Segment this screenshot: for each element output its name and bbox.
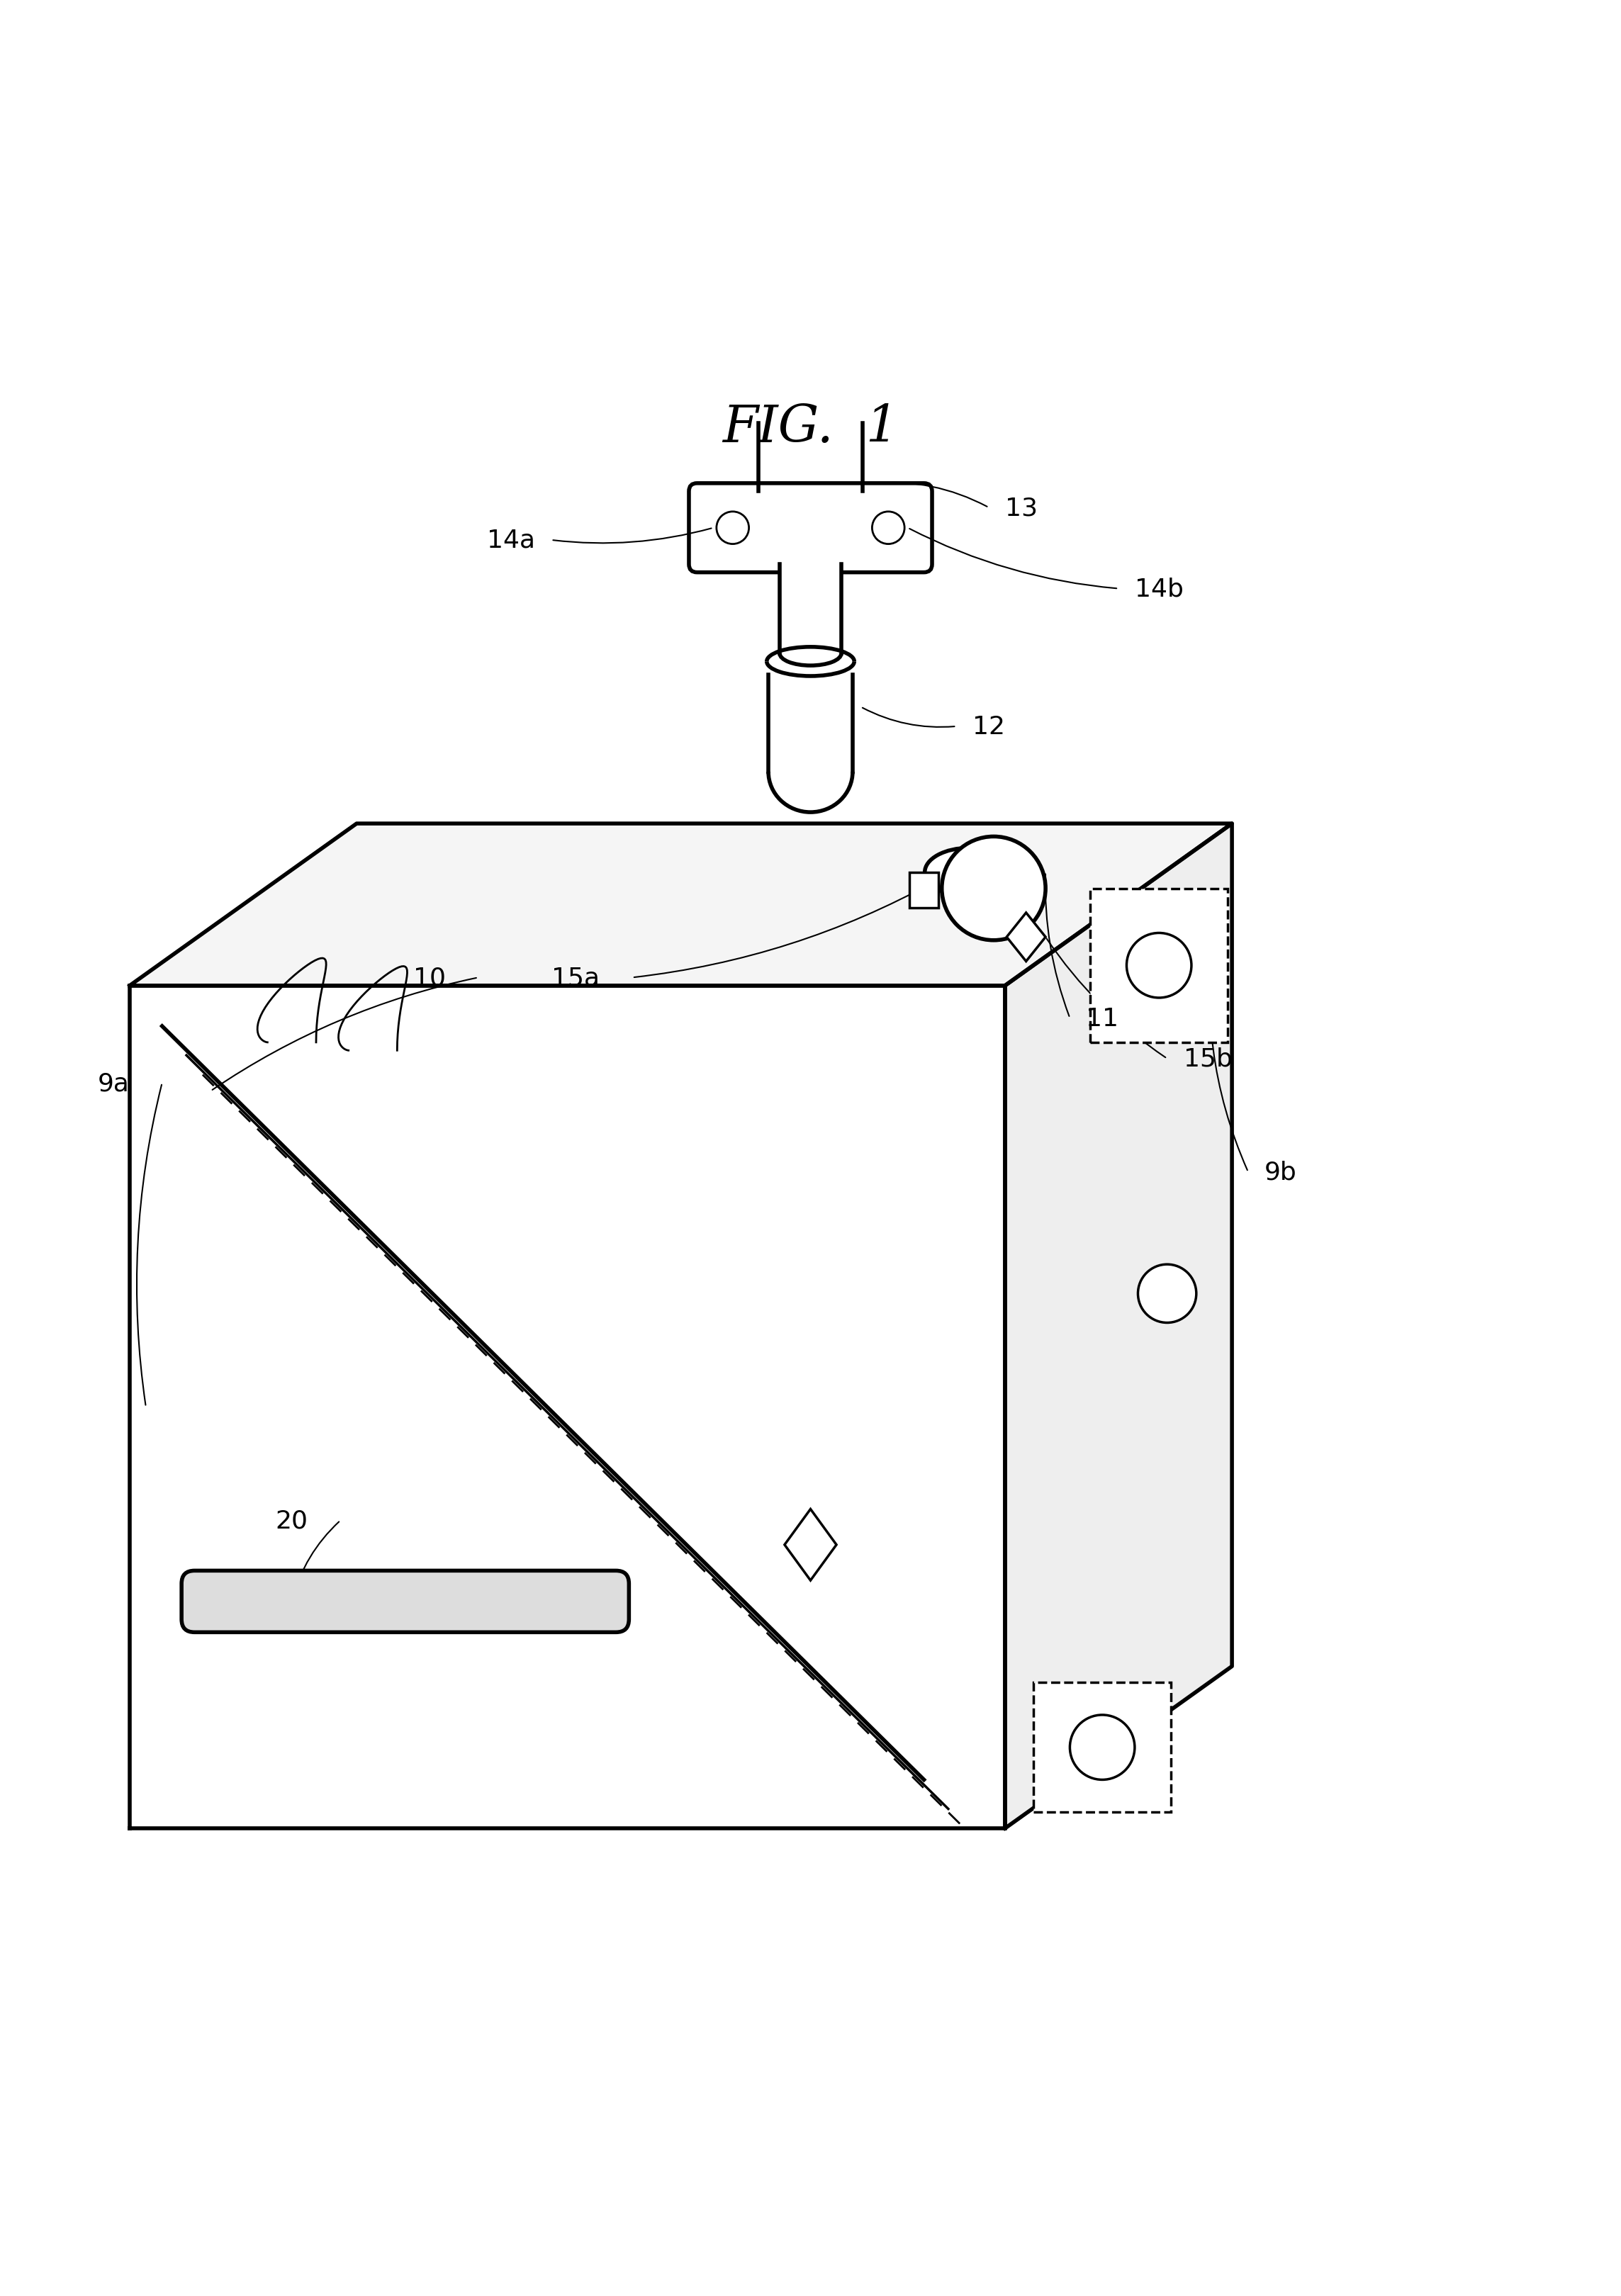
Text: 10: 10 (413, 967, 446, 990)
Ellipse shape (924, 847, 1013, 898)
Bar (909, 872, 939, 909)
Text: 15a: 15a (551, 967, 600, 990)
Text: 11: 11 (1086, 1006, 1118, 1031)
Text: 12: 12 (973, 714, 1005, 739)
Text: 9b: 9b (1264, 1159, 1297, 1185)
Text: 15b: 15b (1183, 1047, 1232, 1070)
Polygon shape (1005, 824, 1232, 1828)
FancyBboxPatch shape (689, 484, 932, 572)
Text: FIG.  1: FIG. 1 (723, 402, 898, 452)
Circle shape (1127, 934, 1191, 999)
Polygon shape (780, 565, 841, 654)
Bar (1089, 889, 1227, 1042)
Circle shape (942, 838, 1046, 941)
FancyBboxPatch shape (182, 1570, 629, 1632)
Polygon shape (130, 985, 1005, 1828)
Circle shape (1138, 1265, 1196, 1322)
Circle shape (716, 512, 749, 544)
Polygon shape (130, 824, 1232, 985)
Bar (1033, 1683, 1170, 1812)
Circle shape (1070, 1715, 1135, 1779)
Text: 13: 13 (1005, 496, 1037, 521)
Text: 20: 20 (276, 1508, 308, 1534)
Circle shape (872, 512, 905, 544)
Text: 14b: 14b (1135, 576, 1183, 602)
Text: 14a: 14a (486, 528, 535, 553)
Text: 9a: 9a (97, 1072, 130, 1095)
Polygon shape (785, 1508, 836, 1580)
Polygon shape (1007, 914, 1046, 962)
